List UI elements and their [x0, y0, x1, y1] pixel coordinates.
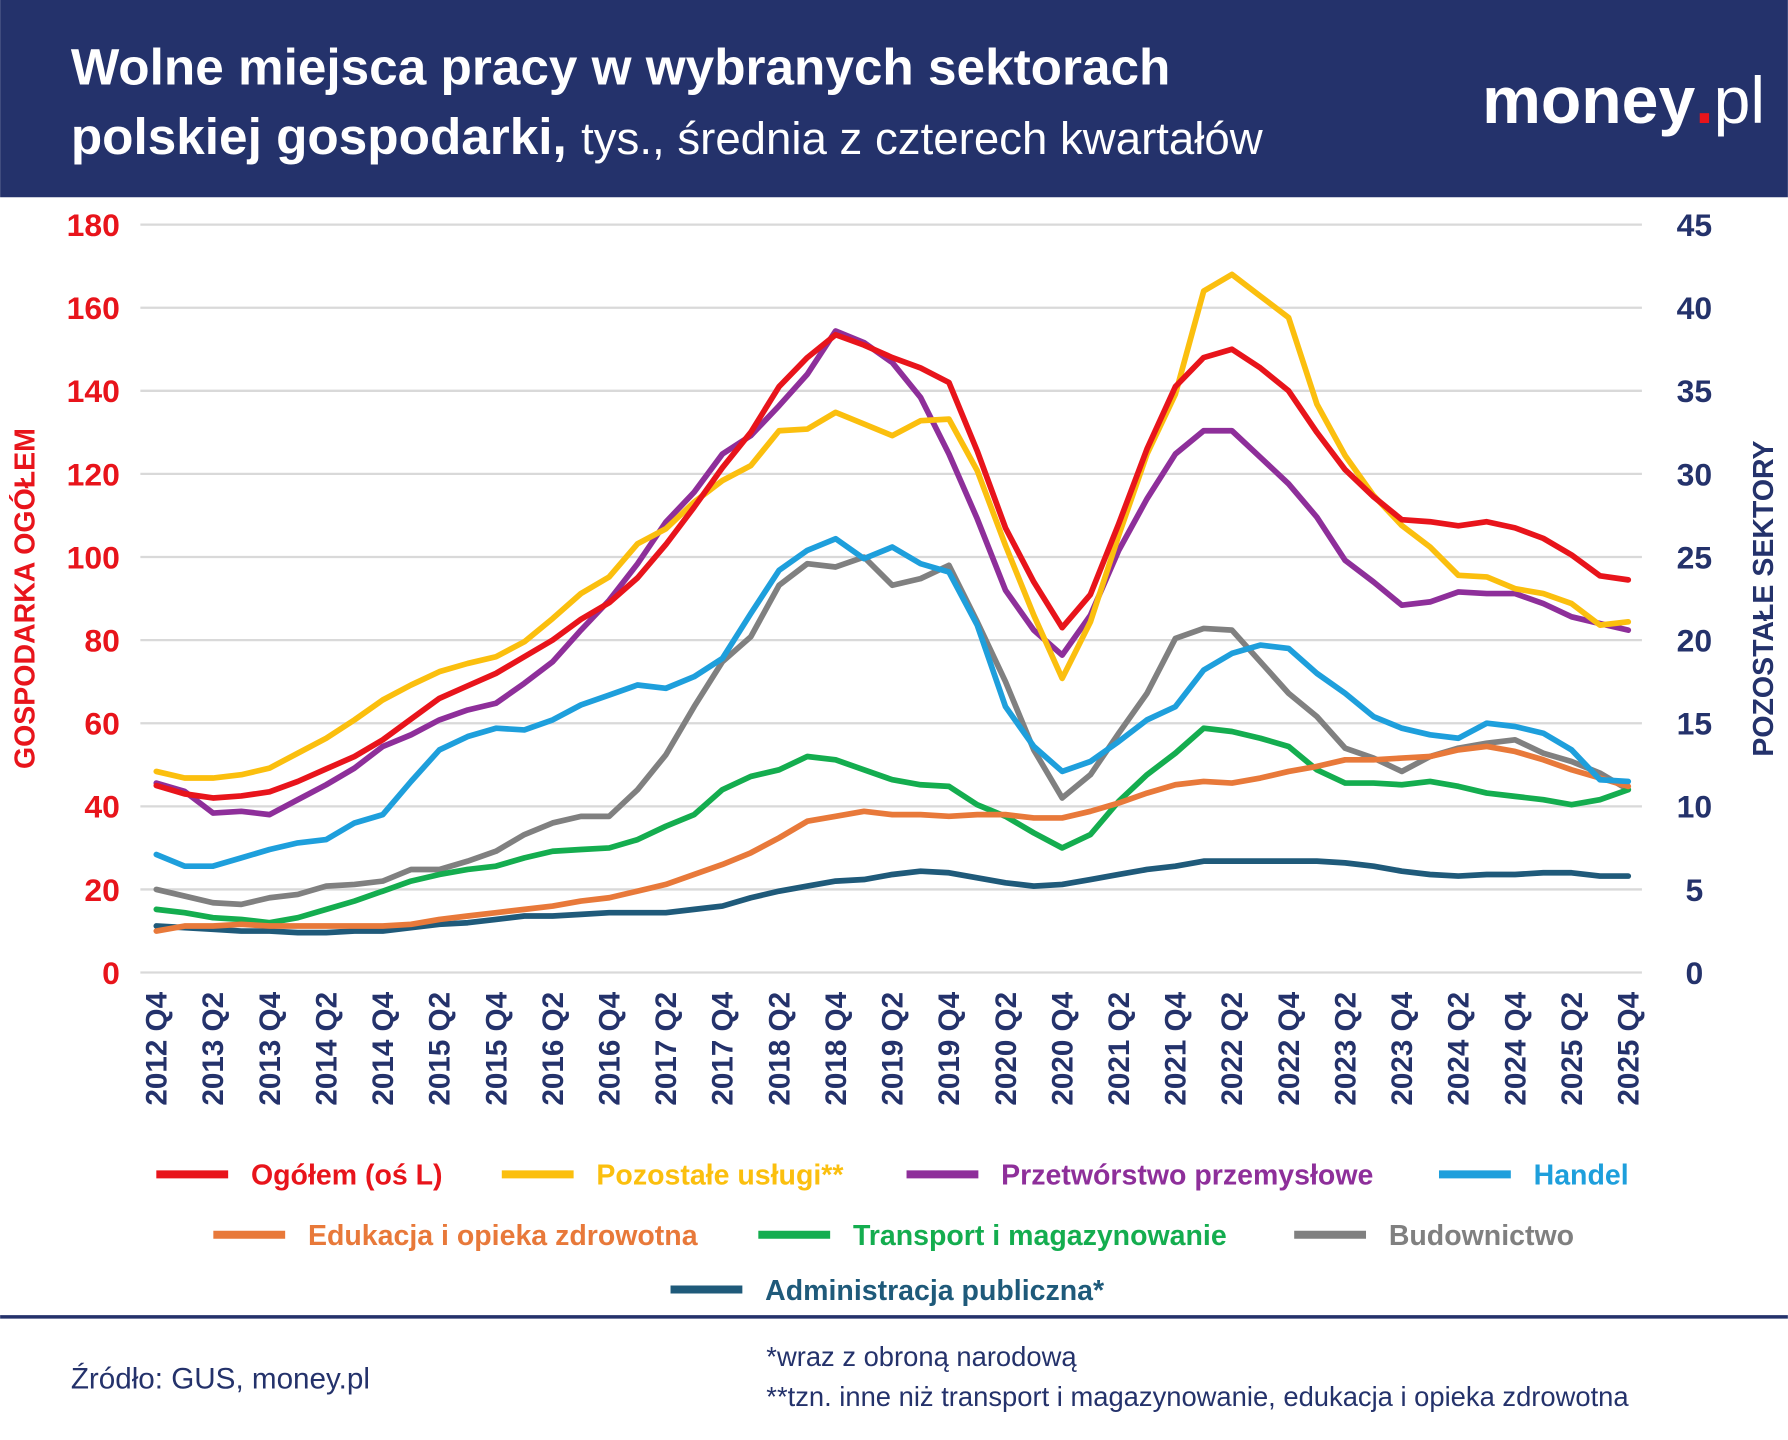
y-tick-label: 0: [102, 955, 120, 991]
x-tick-label: 2017 Q2: [650, 992, 683, 1106]
y-axis-label: GOSPODARKA OGÓŁEM: [9, 428, 41, 769]
x-tick-label: 2024 Q4: [1499, 991, 1532, 1105]
legend-label: Administracja publiczna*: [765, 1275, 1105, 1307]
x-tick-label: 2015 Q2: [424, 992, 457, 1106]
y-tick-label: 20: [84, 872, 120, 908]
title-line: polskiej gospodarki,: [71, 108, 567, 165]
x-tick-label: 2012 Q4: [141, 991, 174, 1105]
y2-axis-label: POZOSTAŁE SEKTORY: [1748, 440, 1780, 756]
title-line: Wolne miejsca pracy w wybranych sektorac…: [71, 38, 1171, 95]
legend-label: Handel: [1534, 1160, 1629, 1192]
x-tick-label: 2025 Q4: [1613, 991, 1646, 1105]
y2-tick-label: 25: [1677, 539, 1713, 575]
source: Źródło: GUS, money.pl: [71, 1363, 370, 1396]
x-tick-label: 2021 Q2: [1103, 992, 1136, 1106]
logo-dot: .: [1695, 64, 1713, 138]
x-tick-label: 2019 Q4: [933, 991, 966, 1105]
y2-tick-label: 20: [1677, 623, 1713, 659]
x-tick-label: 2014 Q2: [310, 992, 343, 1106]
x-tick-label: 2014 Q4: [367, 991, 400, 1105]
x-tick-label: 2018 Q2: [763, 992, 796, 1106]
x-tick-label: 2022 Q4: [1273, 991, 1306, 1105]
legend-label: Edukacja i opieka zdrowotna: [308, 1220, 699, 1252]
y-tick-label: 160: [67, 290, 120, 326]
x-tick-label: 2024 Q2: [1443, 992, 1476, 1106]
header-band: [0, 0, 1788, 198]
y2-tick-label: 10: [1677, 789, 1713, 825]
y2-tick-label: 40: [1677, 290, 1713, 326]
legend-label: Pozostałe usługi**: [596, 1160, 844, 1192]
legend-label: Transport i magazynowanie: [853, 1220, 1227, 1252]
logo-suffix: pl: [1714, 64, 1765, 138]
x-tick-label: 2017 Q4: [707, 991, 740, 1105]
series-line: [153, 743, 1632, 934]
y-tick-label: 40: [84, 789, 120, 825]
x-tick-label: 2016 Q2: [537, 992, 570, 1106]
title: polskiej gospodarki, tys., średnia z czt…: [71, 108, 1264, 165]
x-tick-label: 2013 Q4: [254, 991, 287, 1105]
legend-label: Ogółem (oś L): [251, 1160, 443, 1192]
x-tick-label: 2023 Q4: [1386, 991, 1419, 1105]
x-tick-label: 2013 Q2: [197, 992, 230, 1106]
y-tick-label: 120: [67, 456, 120, 492]
legend-label: Przetwórstwo przemysłowe: [1001, 1160, 1373, 1192]
y2-tick-label: 0: [1686, 955, 1704, 991]
y-tick-label: 180: [67, 207, 120, 243]
y2-tick-label: 15: [1677, 706, 1713, 742]
note: *wraz z obroną narodową: [766, 1341, 1077, 1372]
x-tick-label: 2019 Q2: [877, 992, 910, 1106]
y2-tick-label: 30: [1677, 456, 1713, 492]
x-tick-label: 2016 Q4: [593, 991, 626, 1105]
logo-main: money: [1482, 64, 1695, 138]
series-line: [153, 331, 1632, 801]
x-tick-label: 2020 Q2: [990, 992, 1023, 1106]
y2-tick-label: 45: [1677, 207, 1713, 243]
x-tick-label: 2022 Q2: [1216, 992, 1249, 1106]
series-line: [153, 725, 1632, 926]
y2-tick-label: 5: [1686, 872, 1704, 908]
series-line: [153, 328, 1632, 818]
logo: money.pl: [1482, 64, 1765, 138]
x-tick-label: 2015 Q4: [480, 991, 513, 1105]
y-tick-label: 140: [67, 373, 120, 409]
x-tick-label: 2020 Q4: [1046, 991, 1079, 1105]
y-tick-label: 100: [67, 539, 120, 575]
x-tick-label: 2021 Q4: [1160, 991, 1193, 1105]
x-tick-label: 2018 Q4: [820, 991, 853, 1105]
subtitle: tys., średnia z czterech kwartałów: [581, 113, 1264, 164]
y-tick-label: 60: [84, 706, 120, 742]
series-line: [153, 271, 1632, 781]
series-line: [153, 858, 1632, 936]
x-tick-label: 2023 Q2: [1329, 992, 1362, 1106]
series-line: [153, 535, 1632, 870]
x-tick-label: 2025 Q2: [1556, 992, 1589, 1106]
legend-label: Budownictwo: [1389, 1220, 1574, 1252]
series-line: [153, 554, 1632, 908]
y-tick-label: 80: [84, 623, 120, 659]
note: **tzn. inne niż transport i magazynowani…: [766, 1381, 1629, 1412]
y2-tick-label: 35: [1677, 373, 1713, 409]
